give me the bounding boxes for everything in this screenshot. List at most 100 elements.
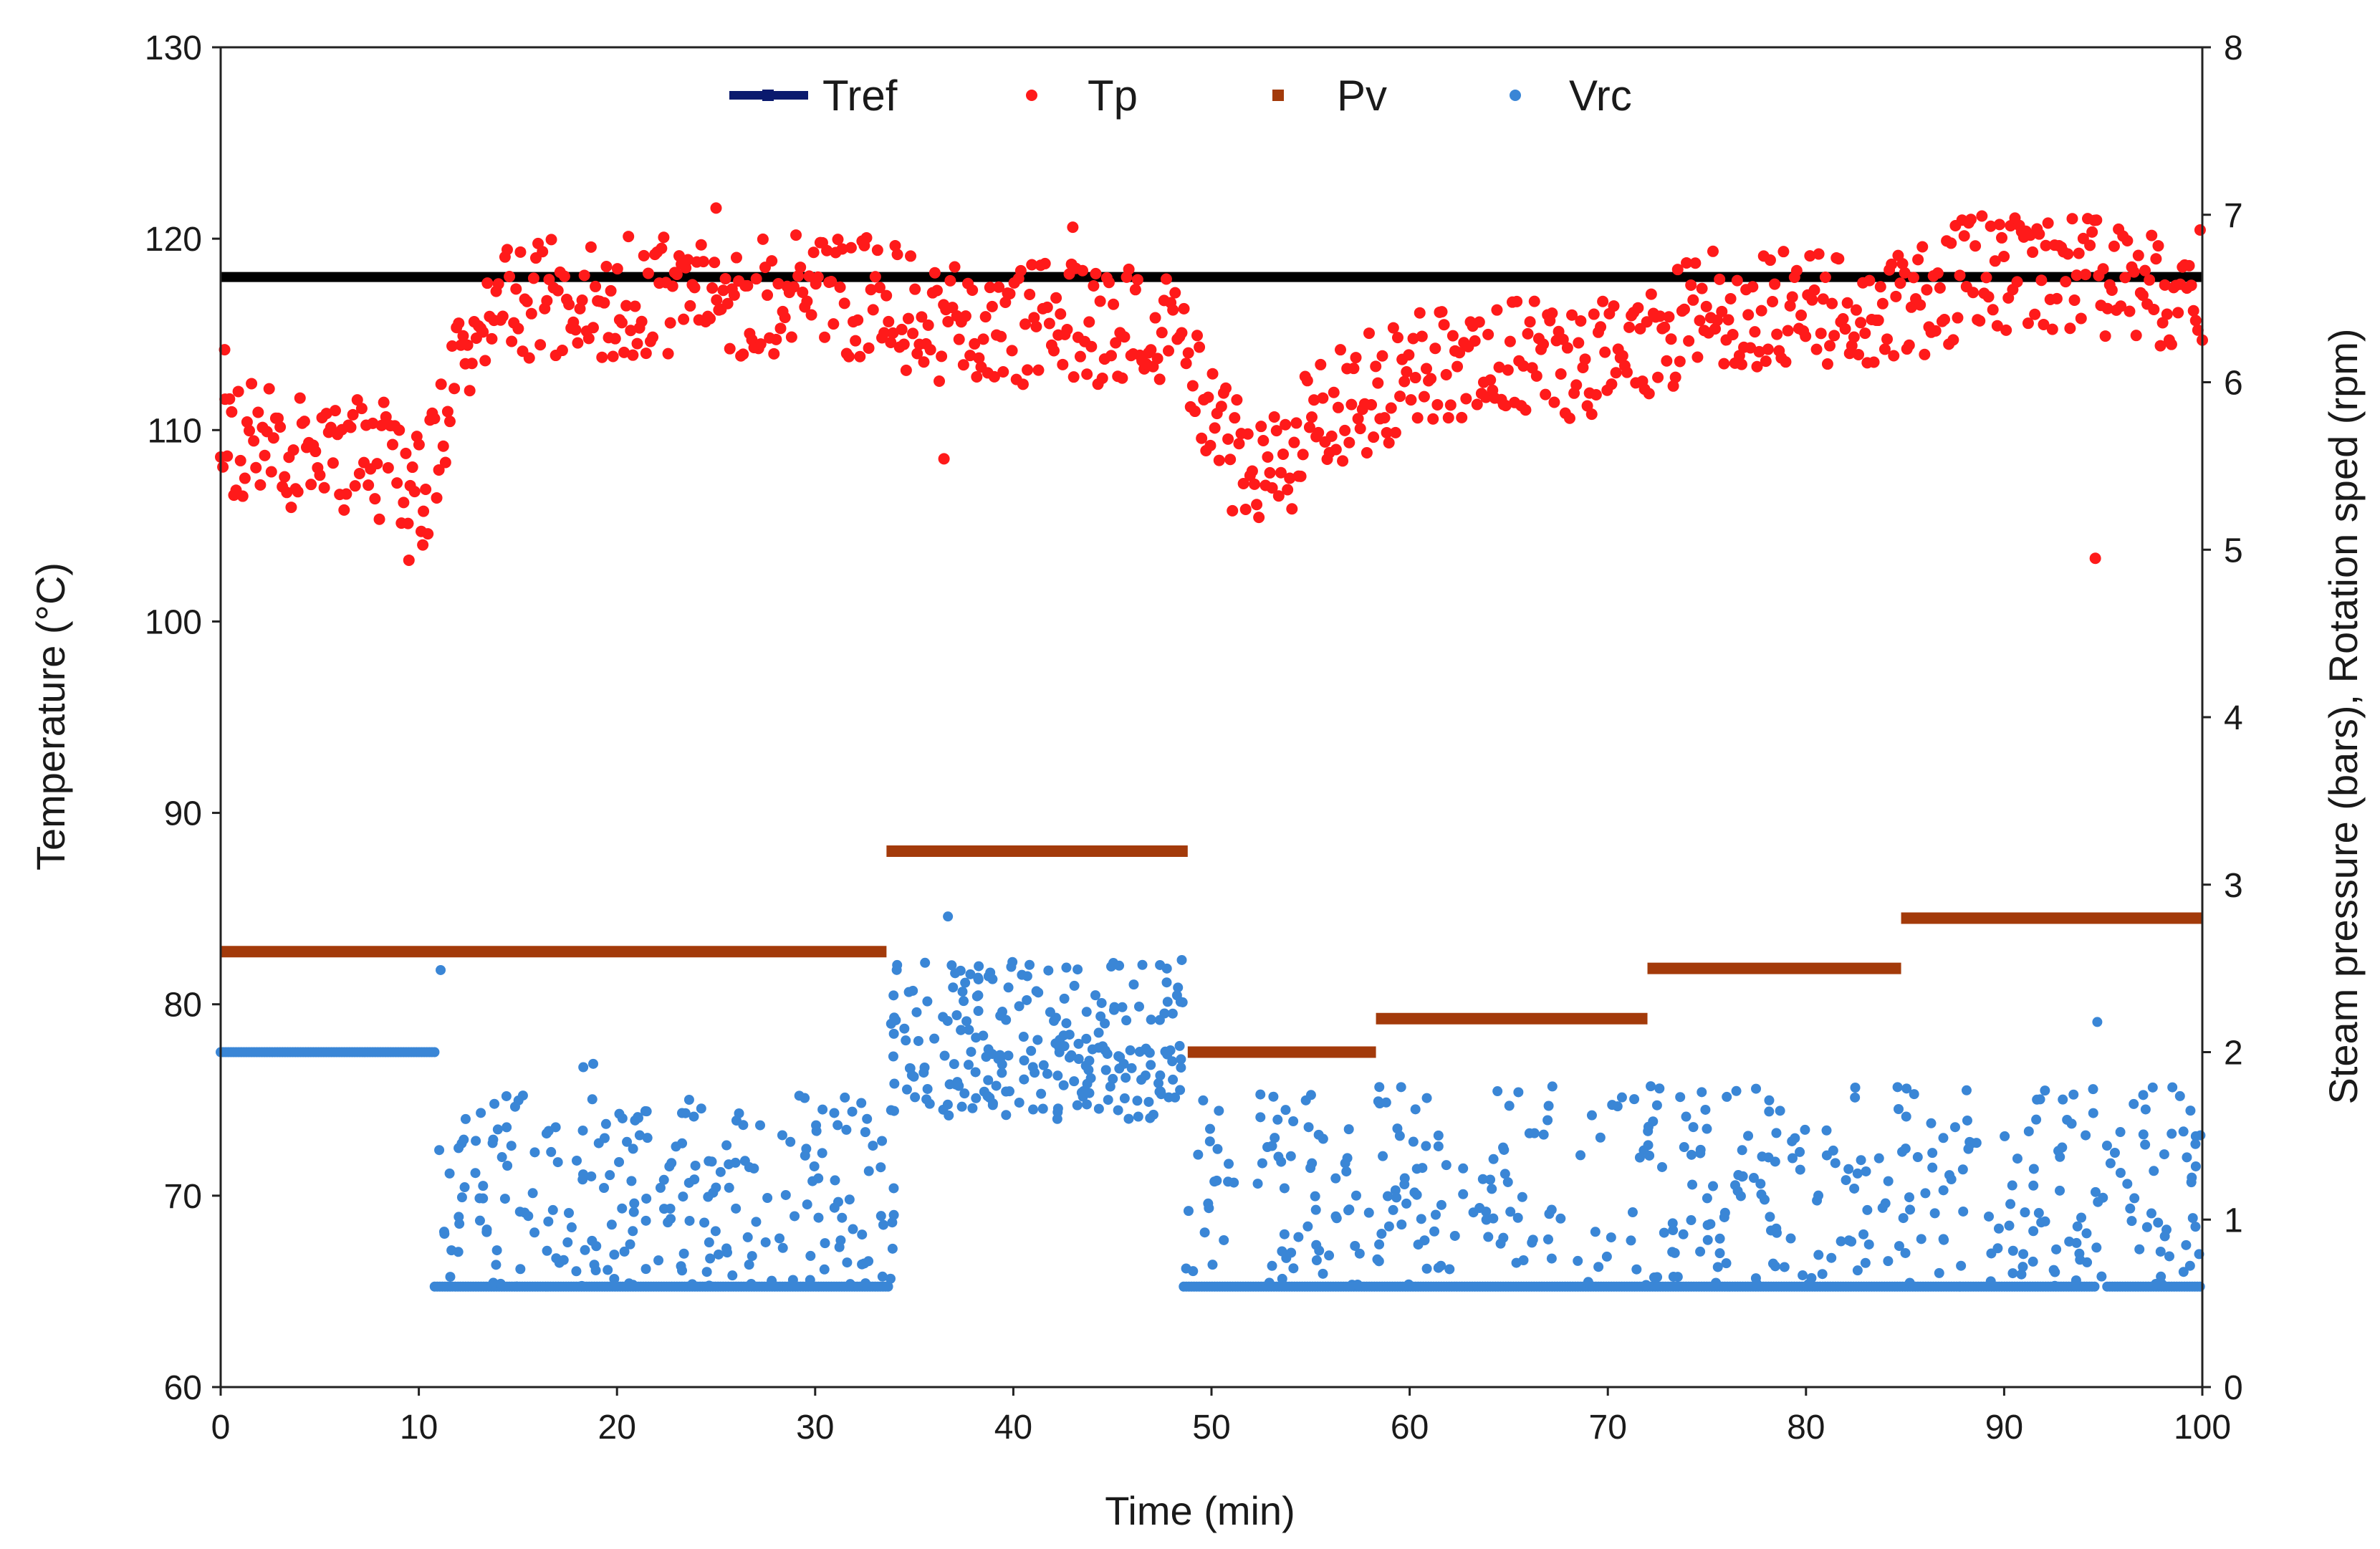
vrc-point <box>1971 1138 1982 1148</box>
vrc-point <box>1279 1229 1290 1239</box>
tp-point <box>406 461 418 474</box>
vrc-point <box>963 1060 974 1070</box>
tp-point <box>1153 373 1166 385</box>
vrc-point <box>1181 1263 1191 1274</box>
tp-point <box>640 347 652 360</box>
vrc-point <box>1038 1060 1049 1070</box>
vrc-point <box>1082 1099 1093 1110</box>
tp-point <box>1277 448 1289 460</box>
tp-point <box>1264 466 1276 479</box>
vrc-point <box>2066 1118 2077 1129</box>
vrc-point <box>1106 961 1117 972</box>
tp-point <box>1471 398 1483 411</box>
tp-point <box>1980 272 1992 284</box>
vrc-point <box>875 1211 886 1222</box>
vrc-point <box>1198 1095 1209 1106</box>
tp-point <box>1290 417 1302 429</box>
vrc-point <box>862 1113 873 1124</box>
tp-point <box>1707 245 1719 257</box>
tp-point <box>625 325 637 337</box>
tp-point <box>504 271 516 283</box>
tp-point <box>1418 390 1430 403</box>
vrc-point <box>444 1168 455 1179</box>
tp-point <box>1315 358 1327 370</box>
vrc-point <box>805 1275 815 1285</box>
tp-point <box>1573 337 1585 349</box>
tp-point <box>2084 239 2096 251</box>
tp-point <box>1366 399 1378 411</box>
tp-point <box>1652 371 1664 383</box>
tp-point <box>1182 347 1194 359</box>
tp-point <box>889 239 901 251</box>
vrc-point <box>1492 1086 1503 1097</box>
vrc-point <box>1176 1054 1186 1065</box>
tp-point <box>541 294 553 307</box>
vrc-point <box>1590 1227 1601 1237</box>
vrc-point <box>1408 1136 1419 1147</box>
vrc-point <box>1388 1204 1398 1215</box>
vrc-point <box>1019 1074 1030 1085</box>
vrc-point <box>805 1250 816 1261</box>
tp-point <box>2075 312 2087 325</box>
tp-point <box>768 347 780 360</box>
vrc-point <box>1001 1015 1012 1025</box>
tp-point <box>2187 304 2199 317</box>
tp-point <box>2097 263 2109 275</box>
tp-point <box>827 318 840 330</box>
tp-point <box>1985 220 1997 232</box>
tp-point <box>779 312 791 324</box>
x-tick-label: 0 <box>211 1409 231 1447</box>
vrc-point <box>1708 1181 1719 1191</box>
tp-point <box>600 260 613 272</box>
vrc-point <box>983 1044 994 1055</box>
vrc-point <box>1064 1030 1075 1040</box>
vrc-point <box>1146 1015 1156 1025</box>
vrc-point <box>2105 1158 2116 1169</box>
tp-point <box>512 322 524 335</box>
vrc-point <box>1938 1133 1949 1143</box>
tp-point <box>1575 315 1587 327</box>
vrc-point <box>1017 969 1027 980</box>
vrc-point <box>1105 1081 1115 1092</box>
tp-point <box>1385 402 1397 414</box>
tp-point <box>1215 401 1227 413</box>
vrc-point <box>966 1047 977 1058</box>
tp-point <box>1667 380 1679 392</box>
tp-point <box>1268 411 1280 423</box>
tp-point <box>496 310 509 322</box>
vrc-point <box>514 1207 525 1217</box>
vrc-point <box>961 1016 972 1027</box>
tp-point <box>1131 274 1143 286</box>
vrc-point <box>1093 1027 1104 1038</box>
tp-point <box>898 338 910 350</box>
vrc-point <box>2050 1267 2060 1277</box>
vrc-point <box>2028 1180 2039 1191</box>
tp-point <box>1103 277 1115 289</box>
tp-point <box>408 486 421 498</box>
vrc-point <box>1354 1248 1365 1259</box>
vrc-point <box>952 1077 963 1088</box>
vrc-point <box>1686 1149 1697 1160</box>
tp-point <box>1149 312 1161 324</box>
vrc-point <box>2090 1186 2101 1197</box>
tp-point <box>2042 217 2054 229</box>
tp-point <box>310 446 322 458</box>
tp-point <box>1354 423 1366 435</box>
tp-point <box>1343 436 1355 449</box>
tp-point <box>2119 272 2131 284</box>
tp-point <box>1251 499 1263 511</box>
vrc-point <box>640 1215 651 1226</box>
vrc-point <box>1073 1038 1084 1049</box>
tp-point <box>1751 360 1763 373</box>
tp-point <box>629 300 641 312</box>
tp-point <box>1006 345 1018 357</box>
vrc-point <box>456 1192 467 1203</box>
vrc-point <box>1656 1161 1667 1172</box>
vrc-point <box>1616 1092 1627 1103</box>
vrc-point <box>699 1217 710 1228</box>
y-right-tick-label: 6 <box>2224 365 2243 403</box>
vrc-point <box>1103 1095 1113 1106</box>
tp-point <box>2046 323 2058 335</box>
vrc-point <box>1270 1133 1280 1143</box>
